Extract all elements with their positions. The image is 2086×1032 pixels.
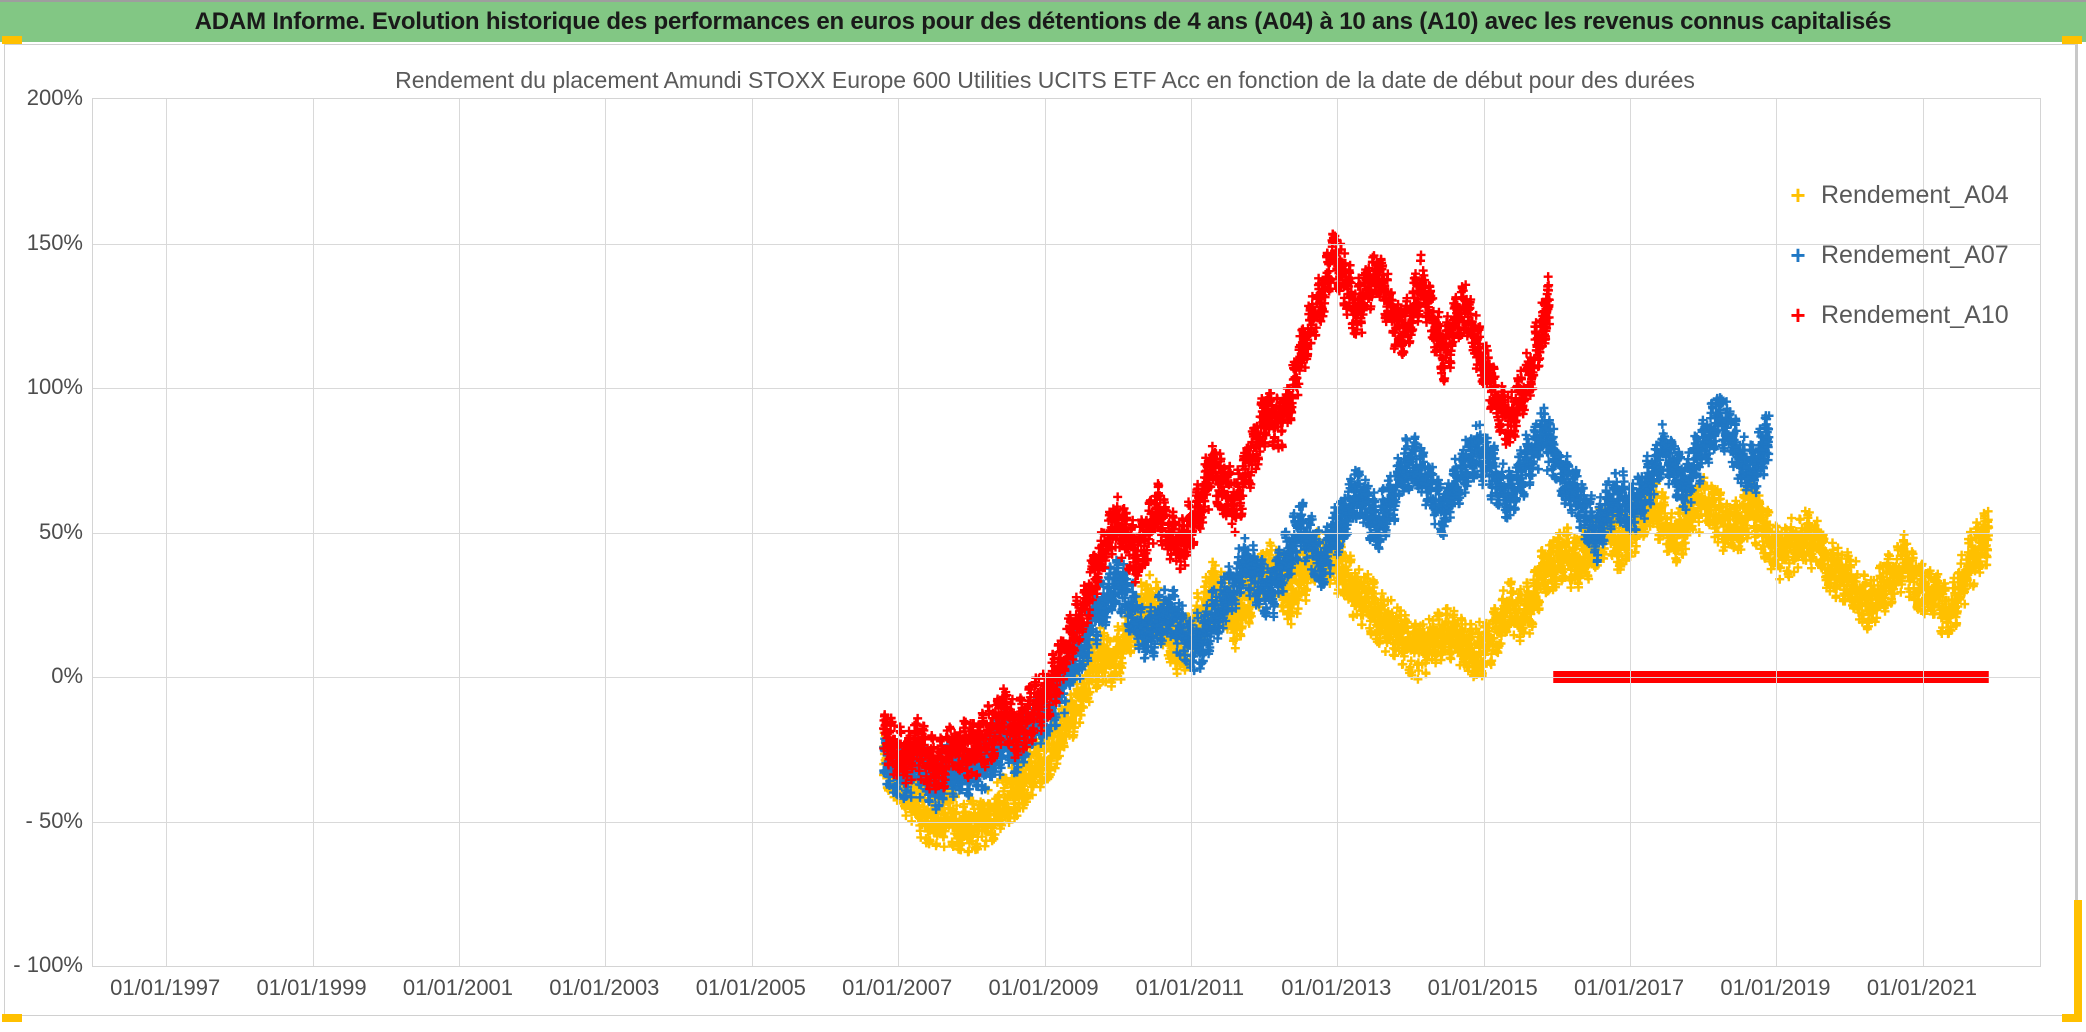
gridline-horizontal: [93, 532, 2040, 534]
gridline-horizontal: [93, 821, 2040, 823]
scatter-plot-svg: [879, 229, 1994, 857]
resize-handle-top-right[interactable]: [2062, 36, 2082, 44]
legend-item-Rendement_A04[interactable]: + Rendement_A04: [1785, 165, 2035, 225]
gridline-horizontal: [93, 677, 2040, 678]
x-axis-tick-label: 01/01/1997: [110, 975, 221, 1000]
y-axis-tick-label: 50%: [38, 518, 83, 544]
x-axis-tick-label: 01/01/2015: [1427, 975, 1538, 1000]
legend-marker-icon: +: [1790, 180, 1806, 210]
y-axis-tick-label: 150%: [26, 229, 83, 255]
x-axis-tick-label: 01/01/2019: [1720, 975, 1831, 1000]
gridline-horizontal: [93, 243, 2040, 245]
x-axis-tick-label: 01/01/2009: [988, 975, 1099, 1000]
y-axis-tick-label: 100%: [26, 374, 83, 399]
y-axis: 200% 150% 100% 50% 0% - 50% - 100%: [5, 85, 83, 977]
legend-item-label: Rendement_A10: [1821, 300, 2009, 329]
gridline-horizontal: [93, 388, 2040, 389]
x-axis-tick-label: 01/01/2003: [549, 975, 660, 1000]
chart-legend[interactable]: + Rendement_A04 + Rendement_A07 + Rendement_A…: [1785, 165, 2035, 345]
chart-container[interactable]: Rendement du placement Amundi STOXX Euro…: [4, 44, 2078, 1016]
x-axis-tick-label: 01/01/2001: [402, 975, 514, 1000]
x-axis-tick-label: 01/01/2013: [1281, 975, 1392, 1000]
plot-area: [92, 98, 2041, 967]
x-axis-tick-label: 01/01/2005: [695, 975, 806, 1000]
header-banner: ADAM Informe. Evolution historique des p…: [0, 0, 2086, 42]
y-axis-tick-label: - 50%: [25, 807, 83, 833]
legend-marker-icon: +: [1790, 240, 1806, 270]
resize-handle-bottom-left[interactable]: [2, 1014, 22, 1022]
resize-handle-right-middle[interactable]: [2074, 900, 2082, 1020]
x-axis-tick-label: 01/01/1999: [256, 975, 367, 1000]
x-axis-tick-label: 01/01/2007: [842, 975, 953, 1000]
y-axis-tick-label: 0%: [51, 663, 83, 688]
y-axis-tick-label: 200%: [26, 85, 83, 110]
legend-marker-icon: +: [1790, 300, 1806, 330]
resize-handle-top-left[interactable]: [2, 36, 22, 44]
x-axis-tick-label: 01/01/2011: [1135, 975, 1245, 1000]
x-axis-tick-label: 01/01/2021: [1866, 975, 1977, 1000]
chart-title-line-1: Rendement du placement Amundi STOXX Euro…: [395, 67, 1695, 93]
series-Rendement_A10: [879, 229, 1554, 794]
legend-item-label: Rendement_A04: [1821, 180, 2009, 209]
legend-item-label: Rendement_A07: [1821, 240, 2009, 269]
header-title: ADAM Informe. Evolution historique des p…: [194, 8, 1892, 35]
x-axis-tick-label: 01/01/2017: [1574, 975, 1685, 1000]
y-axis-tick-label: - 100%: [13, 952, 83, 977]
x-axis: 01/01/1997 01/01/1999 01/01/2001 01/01/2003…: [92, 975, 2041, 1015]
resize-handle-bottom-right[interactable]: [2062, 1014, 2082, 1022]
legend-item-Rendement_A10[interactable]: + Rendement_A10: [1785, 285, 2035, 345]
legend-item-Rendement_A07[interactable]: + Rendement_A07: [1785, 225, 2035, 285]
series-Rendement_A04: [879, 473, 1994, 857]
